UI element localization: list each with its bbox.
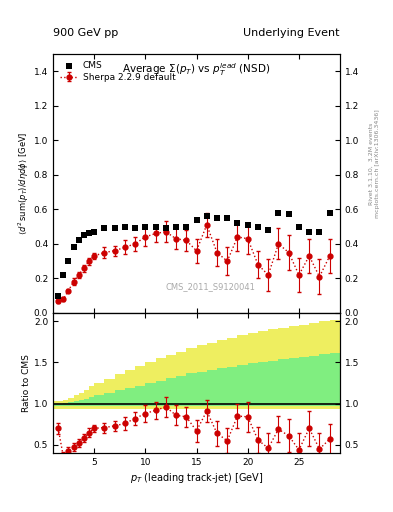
CMS [60, 271, 66, 279]
CMS [122, 223, 128, 231]
CMS [152, 223, 159, 231]
CMS [214, 214, 220, 222]
Text: Underlying Event: Underlying Event [243, 28, 340, 38]
CMS [142, 223, 149, 231]
CMS [163, 224, 169, 232]
CMS [55, 292, 61, 300]
Y-axis label: $\langle d^2\,\mathrm{sum}(p_T)/d\eta d\phi\rangle$ [GeV]: $\langle d^2\,\mathrm{sum}(p_T)/d\eta d\… [17, 132, 31, 235]
X-axis label: $p_T$ (leading track-jet) [GeV]: $p_T$ (leading track-jet) [GeV] [130, 471, 263, 485]
CMS [70, 243, 77, 251]
Text: Rivet 3.1.10,  3.2M events: Rivet 3.1.10, 3.2M events [369, 123, 374, 205]
CMS [306, 228, 312, 236]
Text: 900 GeV pp: 900 GeV pp [53, 28, 118, 38]
CMS [244, 221, 251, 229]
CMS [111, 224, 118, 232]
Text: mcplots.cern.ch [arXiv:1306.3436]: mcplots.cern.ch [arXiv:1306.3436] [375, 110, 380, 218]
Text: CMS_2011_S9120041: CMS_2011_S9120041 [166, 283, 256, 291]
CMS [193, 216, 200, 224]
CMS [316, 228, 323, 236]
CMS [286, 210, 292, 219]
CMS [65, 257, 72, 265]
CMS [255, 223, 261, 231]
CMS [183, 223, 189, 231]
CMS [91, 228, 97, 236]
Y-axis label: Ratio to CMS: Ratio to CMS [22, 354, 31, 412]
CMS [224, 214, 230, 222]
CMS [81, 231, 87, 239]
CMS [327, 209, 333, 217]
Text: Average $\Sigma(p_T)$ vs $p_T^{lead}$ (NSD): Average $\Sigma(p_T)$ vs $p_T^{lead}$ (N… [122, 61, 271, 78]
CMS [275, 209, 282, 217]
CMS [132, 224, 138, 232]
CMS [86, 229, 92, 238]
Legend: CMS, Sherpa 2.2.9 default: CMS, Sherpa 2.2.9 default [57, 58, 178, 84]
CMS [296, 223, 302, 231]
CMS [234, 219, 241, 227]
CMS [75, 237, 82, 245]
CMS [265, 226, 271, 234]
CMS [101, 224, 107, 232]
CMS [204, 212, 210, 220]
CMS [173, 223, 179, 231]
